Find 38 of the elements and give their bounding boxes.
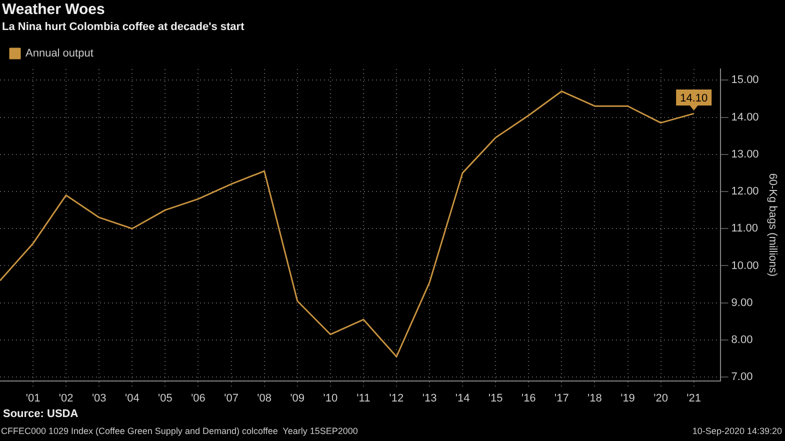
- x-tick-label: '19: [620, 392, 635, 404]
- y-tick-label: 9.00: [731, 296, 753, 309]
- x-tick-label: '21: [686, 392, 702, 404]
- x-tick-label: '17: [554, 392, 569, 404]
- x-tick-label: '08: [257, 392, 272, 404]
- x-tick-label: '03: [92, 392, 106, 404]
- y-tick-label: 14.00: [731, 111, 759, 124]
- x-tick-label: '02: [58, 392, 74, 404]
- x-tick-label: '05: [158, 392, 172, 404]
- x-tick-label: '01: [26, 392, 40, 404]
- x-tick-label: '18: [588, 392, 602, 404]
- y-axis-title: 60-Kg bags (millions): [766, 173, 778, 277]
- x-tick-label: '04: [124, 392, 140, 404]
- x-tick-label: '09: [290, 392, 305, 404]
- x-tick-label: '16: [521, 392, 536, 404]
- x-tick-label: '11: [356, 392, 370, 404]
- x-tick-label: '14: [455, 392, 470, 404]
- y-tick-label: 12.00: [731, 186, 759, 198]
- legend-label: Annual output: [26, 48, 94, 60]
- y-tick-label: 7.00: [731, 371, 753, 384]
- x-tick-label: '06: [191, 392, 206, 404]
- y-tick-label: 10.00: [731, 260, 759, 272]
- x-tick-label: '12: [389, 392, 404, 404]
- y-tick-label: 8.00: [731, 334, 753, 346]
- x-tick-label: '15: [488, 392, 503, 404]
- chart-title: Weather Woes: [2, 1, 105, 18]
- x-tick-label: '20: [654, 392, 668, 404]
- x-tick-label: '13: [422, 392, 437, 404]
- y-tick-label: 13.00: [731, 148, 759, 160]
- chart-subtitle: La Nina hurt Colombia coffee at decade's start: [2, 21, 244, 33]
- data-label: 14.10: [680, 92, 708, 105]
- text: CFFEC000 1029 Index (Coffee Green Supply and Demand) colcoffee Yearly 15SEP2000: [1, 426, 358, 436]
- x-tick-label: '10: [323, 392, 338, 404]
- y-tick-label: 11.00: [731, 222, 758, 235]
- source-note: Source: USDA: [3, 408, 78, 420]
- x-tick-label: '07: [224, 392, 238, 404]
- y-tick-label: 15.00: [731, 74, 759, 86]
- text: 10-Sep-2020 14:39:20: [692, 426, 782, 436]
